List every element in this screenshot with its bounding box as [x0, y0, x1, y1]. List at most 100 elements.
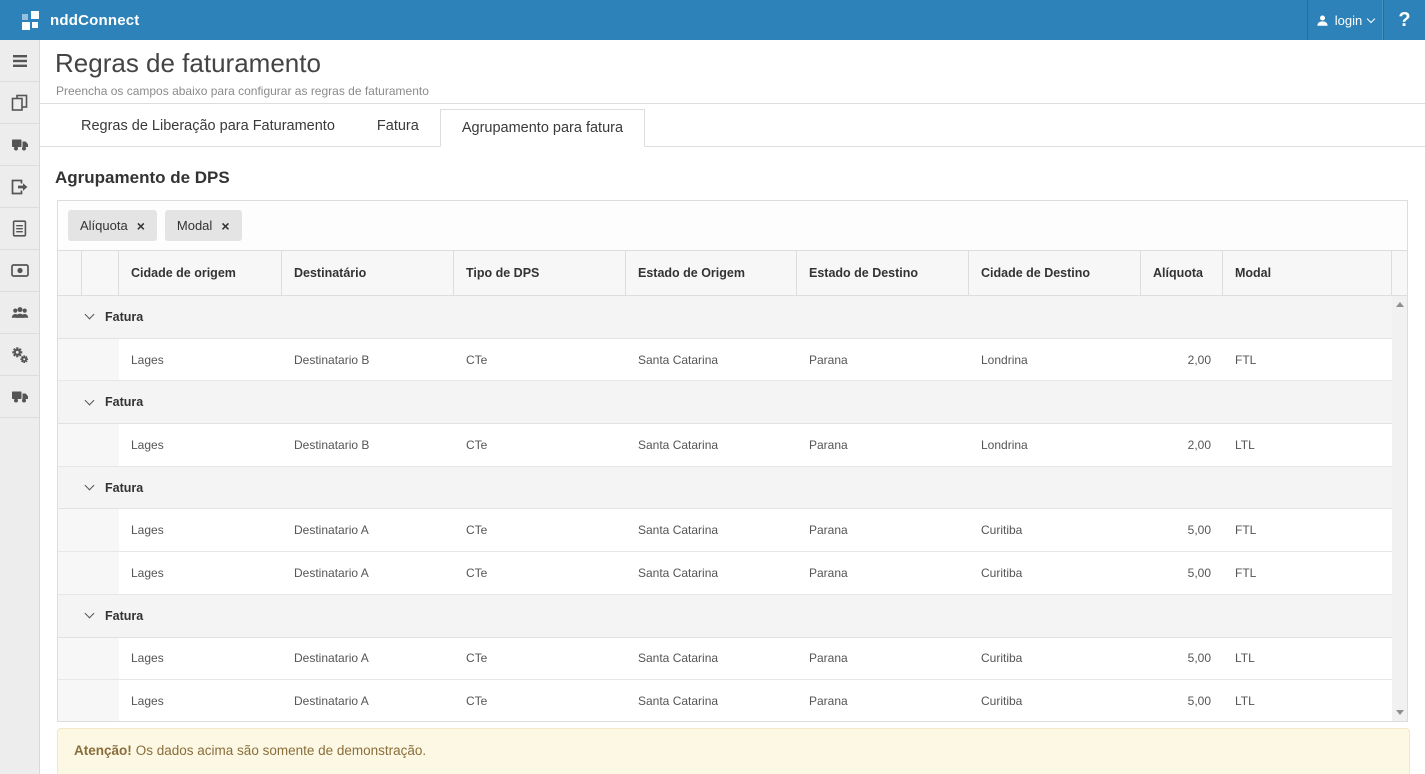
- table-scrollbar[interactable]: [1392, 296, 1407, 721]
- column-header-cidade-de-origem[interactable]: Cidade de origem: [119, 251, 282, 295]
- user-icon: [1317, 14, 1328, 26]
- cell-al-quota: 5,00: [1187, 565, 1211, 580]
- cell-modal: FTL: [1235, 523, 1257, 538]
- sidebar-item-documents[interactable]: [0, 82, 39, 124]
- column-header-estado-de-origem[interactable]: Estado de Origem: [626, 251, 797, 295]
- truck-icon: [11, 139, 28, 151]
- group-indent-cell: [58, 338, 119, 381]
- page-header: Regras de faturamento Preencha os campos…: [40, 40, 1425, 104]
- collapse-group-icon[interactable]: [84, 608, 95, 619]
- section-title: Agrupamento de DPS: [55, 168, 230, 187]
- remove-filter-icon[interactable]: ×: [136, 217, 145, 234]
- nddconnect-logo[interactable]: nddConnect: [22, 10, 140, 30]
- cell-tipo-de-dps: CTe: [466, 437, 488, 452]
- column-header-al-quota[interactable]: Alíquota: [1141, 251, 1223, 295]
- cell-cidade-de-origem: Lages: [131, 352, 164, 367]
- cell-estado-de-origem: Santa Catarina: [638, 565, 719, 580]
- table-row[interactable]: Lages Destinatario B CTe Santa Catarina Para…: [58, 424, 1392, 467]
- cell-estado-de-origem: Santa Catarina: [638, 523, 719, 538]
- table-row[interactable]: Lages Destinatario A CTe Santa Catarina Para…: [58, 509, 1392, 553]
- cell-estado-de-origem: Santa Catarina: [638, 437, 719, 452]
- cell-estado-de-destino: Parana: [809, 694, 848, 709]
- sidebar-menu-toggle[interactable]: [0, 40, 39, 82]
- login-label: login: [1334, 12, 1363, 28]
- tab-fatura[interactable]: Fatura: [376, 118, 419, 134]
- column-header-modal[interactable]: Modal: [1223, 251, 1392, 295]
- money-icon: [10, 264, 29, 277]
- tab-agrupamento-para-fatura[interactable]: Agrupamento para fatura: [439, 109, 646, 147]
- group-row-fatura[interactable]: Fatura: [58, 594, 1392, 638]
- cell-destinat-rio: Destinatario A: [294, 523, 369, 538]
- cell-modal: LTL: [1235, 694, 1255, 709]
- cell-cidade-de-destino: Curitiba: [981, 694, 1023, 709]
- scroll-down-button[interactable]: [1392, 704, 1407, 721]
- collapse-group-icon[interactable]: [84, 480, 95, 491]
- cell-estado-de-origem: Santa Catarina: [638, 651, 719, 666]
- cell-estado-de-destino: Parana: [809, 651, 848, 666]
- filter-chip-label: Alíquota: [80, 218, 128, 233]
- table-row[interactable]: Lages Destinatario B CTe Santa Catarina Para…: [58, 338, 1392, 382]
- group-indent-cell: [58, 637, 119, 680]
- cell-destinat-rio: Destinatario A: [294, 651, 369, 666]
- filter-chip-al-quota[interactable]: Alíquota ×: [68, 210, 157, 241]
- tab-bar: Regras de Liberação para Faturamento Fatu…: [40, 104, 1425, 147]
- group-label: Fatura: [105, 309, 144, 324]
- cell-tipo-de-dps: CTe: [466, 352, 488, 367]
- page-subtitle: Preencha os campos abaixo para configura…: [56, 84, 429, 98]
- cell-tipo-de-dps: CTe: [466, 565, 488, 580]
- sidebar-item-shipments[interactable]: [0, 124, 39, 166]
- group-row-fatura[interactable]: Fatura: [58, 381, 1392, 425]
- cell-estado-de-origem: Santa Catarina: [638, 352, 719, 367]
- cell-destinat-rio: Destinatario B: [294, 352, 370, 367]
- collapse-group-icon[interactable]: [84, 395, 95, 406]
- cell-estado-de-destino: Parana: [809, 352, 848, 367]
- gears-icon: [11, 346, 28, 363]
- group-label: Fatura: [105, 608, 144, 623]
- users-icon: [11, 307, 28, 318]
- cell-al-quota: 5,00: [1187, 694, 1211, 709]
- sidebar-item-export[interactable]: [0, 166, 39, 208]
- cell-modal: LTL: [1235, 651, 1255, 666]
- sidebar-item-fleet[interactable]: [0, 376, 39, 418]
- help-button[interactable]: ?: [1383, 0, 1425, 40]
- grouping-grid-panel: Alíquota × Modal × Cidade de origem Destinat…: [57, 200, 1408, 722]
- scroll-up-button[interactable]: [1392, 296, 1407, 313]
- sidebar-item-settings[interactable]: [0, 334, 39, 376]
- remove-filter-icon[interactable]: ×: [221, 217, 230, 234]
- filter-chip-modal[interactable]: Modal ×: [164, 210, 242, 241]
- column-header-destinat-rio[interactable]: Destinatário: [282, 251, 454, 295]
- group-row-fatura[interactable]: Fatura: [58, 296, 1392, 339]
- cell-cidade-de-destino: Londrina: [981, 437, 1028, 452]
- table-row[interactable]: Lages Destinatario A CTe Santa Catarina Para…: [58, 637, 1392, 681]
- export-icon: [11, 179, 28, 194]
- column-header-tipo-de-dps[interactable]: Tipo de DPS: [454, 251, 626, 295]
- warning-text: Os dados acima são somente de demonstraç…: [135, 743, 427, 758]
- column-header-cidade-de-destino[interactable]: Cidade de Destino: [969, 251, 1141, 295]
- cell-cidade-de-origem: Lages: [131, 565, 164, 580]
- cell-estado-de-destino: Parana: [809, 523, 848, 538]
- table-row[interactable]: Lages Destinatario A CTe Santa Catarina Para…: [58, 680, 1392, 721]
- group-row-fatura[interactable]: Fatura: [58, 466, 1392, 510]
- sidebar-item-report[interactable]: [0, 208, 39, 250]
- demo-warning-banner: Atenção! Os dados acima são somente de de…: [57, 728, 1410, 774]
- sidebar-item-billing[interactable]: [0, 250, 39, 292]
- brand-squares-icon: [22, 10, 42, 30]
- cell-cidade-de-origem: Lages: [131, 523, 164, 538]
- login-menu[interactable]: login: [1307, 0, 1383, 40]
- cell-cidade-de-origem: Lages: [131, 694, 164, 709]
- cell-tipo-de-dps: CTe: [466, 694, 488, 709]
- group-indent-cell: [58, 680, 119, 721]
- column-header-estado-de-destino[interactable]: Estado de Destino: [797, 251, 969, 295]
- cell-destinat-rio: Destinatario A: [294, 565, 369, 580]
- copy-icon: [11, 94, 28, 111]
- cell-al-quota: 2,00: [1187, 437, 1211, 452]
- sidebar-item-users[interactable]: [0, 292, 39, 334]
- group-label: Fatura: [105, 395, 144, 410]
- cell-cidade-de-origem: Lages: [131, 651, 164, 666]
- tab-regras-de-libera-o-para-faturamento[interactable]: Regras de Liberação para Faturamento: [81, 118, 335, 134]
- collapse-group-icon[interactable]: [84, 309, 95, 320]
- table-row[interactable]: Lages Destinatario A CTe Santa Catarina Para…: [58, 552, 1392, 595]
- cell-estado-de-destino: Parana: [809, 565, 848, 580]
- cell-destinat-rio: Destinatario B: [294, 437, 370, 452]
